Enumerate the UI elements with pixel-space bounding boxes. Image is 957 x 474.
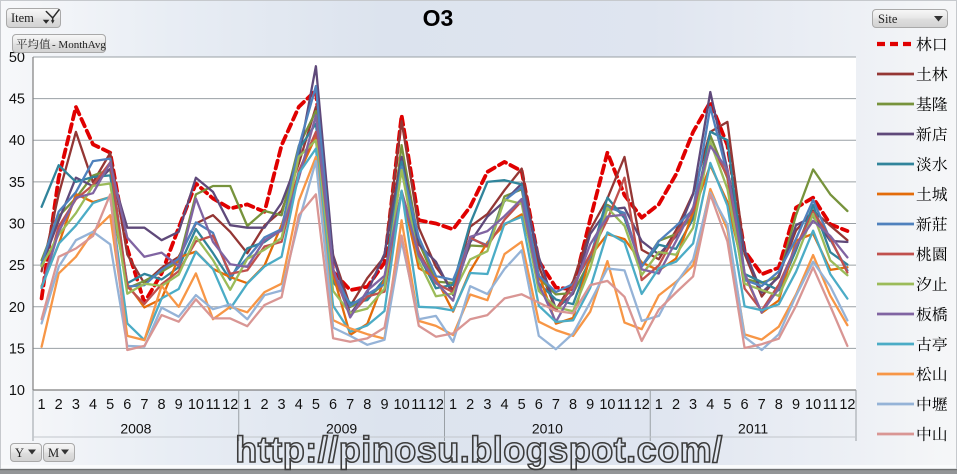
- svg-text:50: 50: [9, 50, 25, 66]
- svg-text:10: 10: [188, 397, 204, 413]
- svg-text:12: 12: [428, 397, 444, 413]
- svg-text:2: 2: [55, 397, 63, 413]
- svg-text:45: 45: [9, 92, 25, 108]
- svg-text:8: 8: [569, 397, 577, 413]
- svg-text:7: 7: [758, 397, 766, 413]
- svg-text:15: 15: [9, 341, 25, 357]
- svg-text:3: 3: [72, 397, 80, 413]
- svg-text:6: 6: [741, 397, 749, 413]
- svg-text:2: 2: [466, 397, 474, 413]
- svg-text:2011: 2011: [738, 421, 768, 437]
- svg-text:Item: Item: [11, 11, 34, 25]
- svg-text:11: 11: [411, 397, 426, 413]
- svg-text:http://pinosu.blogspot.com/: http://pinosu.blogspot.com/: [235, 429, 722, 470]
- svg-text:11: 11: [617, 397, 632, 413]
- svg-text:1: 1: [243, 397, 251, 413]
- svg-text:1: 1: [38, 397, 46, 413]
- svg-text:12: 12: [839, 397, 855, 413]
- svg-text:7: 7: [552, 397, 560, 413]
- svg-text:4: 4: [89, 397, 97, 413]
- svg-text:3: 3: [483, 397, 491, 413]
- svg-text:5: 5: [518, 397, 526, 413]
- svg-text:12: 12: [634, 397, 650, 413]
- svg-text:1: 1: [655, 397, 663, 413]
- svg-text:Y: Y: [15, 446, 24, 460]
- svg-text:2: 2: [672, 397, 680, 413]
- svg-text:12: 12: [222, 397, 238, 413]
- svg-text:10: 10: [394, 397, 410, 413]
- svg-text:9: 9: [175, 397, 183, 413]
- svg-text:5: 5: [106, 397, 114, 413]
- svg-text:7: 7: [346, 397, 354, 413]
- svg-text:Site: Site: [878, 12, 898, 26]
- svg-text:8: 8: [363, 397, 371, 413]
- svg-text:30: 30: [9, 217, 25, 233]
- svg-text:3: 3: [278, 397, 286, 413]
- svg-text:3: 3: [689, 397, 697, 413]
- svg-text:35: 35: [9, 175, 25, 191]
- svg-text:2008: 2008: [120, 421, 151, 437]
- svg-text:10: 10: [9, 383, 25, 399]
- svg-text:40: 40: [9, 133, 25, 149]
- svg-text:9: 9: [586, 397, 594, 413]
- svg-text:9: 9: [380, 397, 388, 413]
- svg-text:8: 8: [775, 397, 783, 413]
- svg-text:6: 6: [329, 397, 337, 413]
- svg-text:6: 6: [123, 397, 131, 413]
- svg-text:4: 4: [500, 397, 508, 413]
- svg-text:7: 7: [140, 397, 148, 413]
- svg-text:O3: O3: [423, 5, 454, 31]
- svg-text:M: M: [48, 446, 59, 460]
- svg-text:1: 1: [449, 397, 457, 413]
- svg-text:4: 4: [706, 397, 714, 413]
- svg-text:9: 9: [792, 397, 800, 413]
- svg-text:4: 4: [295, 397, 303, 413]
- svg-text:5: 5: [723, 397, 731, 413]
- svg-text:- MonthAvg: - MonthAvg: [52, 39, 106, 51]
- svg-text:10: 10: [599, 397, 615, 413]
- svg-text:5: 5: [312, 397, 320, 413]
- svg-text:2009: 2009: [326, 421, 357, 437]
- svg-text:10: 10: [805, 397, 821, 413]
- svg-text:20: 20: [9, 300, 25, 316]
- svg-text:6: 6: [535, 397, 543, 413]
- svg-text:2: 2: [260, 397, 268, 413]
- svg-text:2010: 2010: [532, 421, 563, 437]
- svg-text:11: 11: [205, 397, 220, 413]
- svg-text:25: 25: [9, 258, 25, 274]
- svg-text:11: 11: [823, 397, 838, 413]
- svg-text:8: 8: [158, 397, 166, 413]
